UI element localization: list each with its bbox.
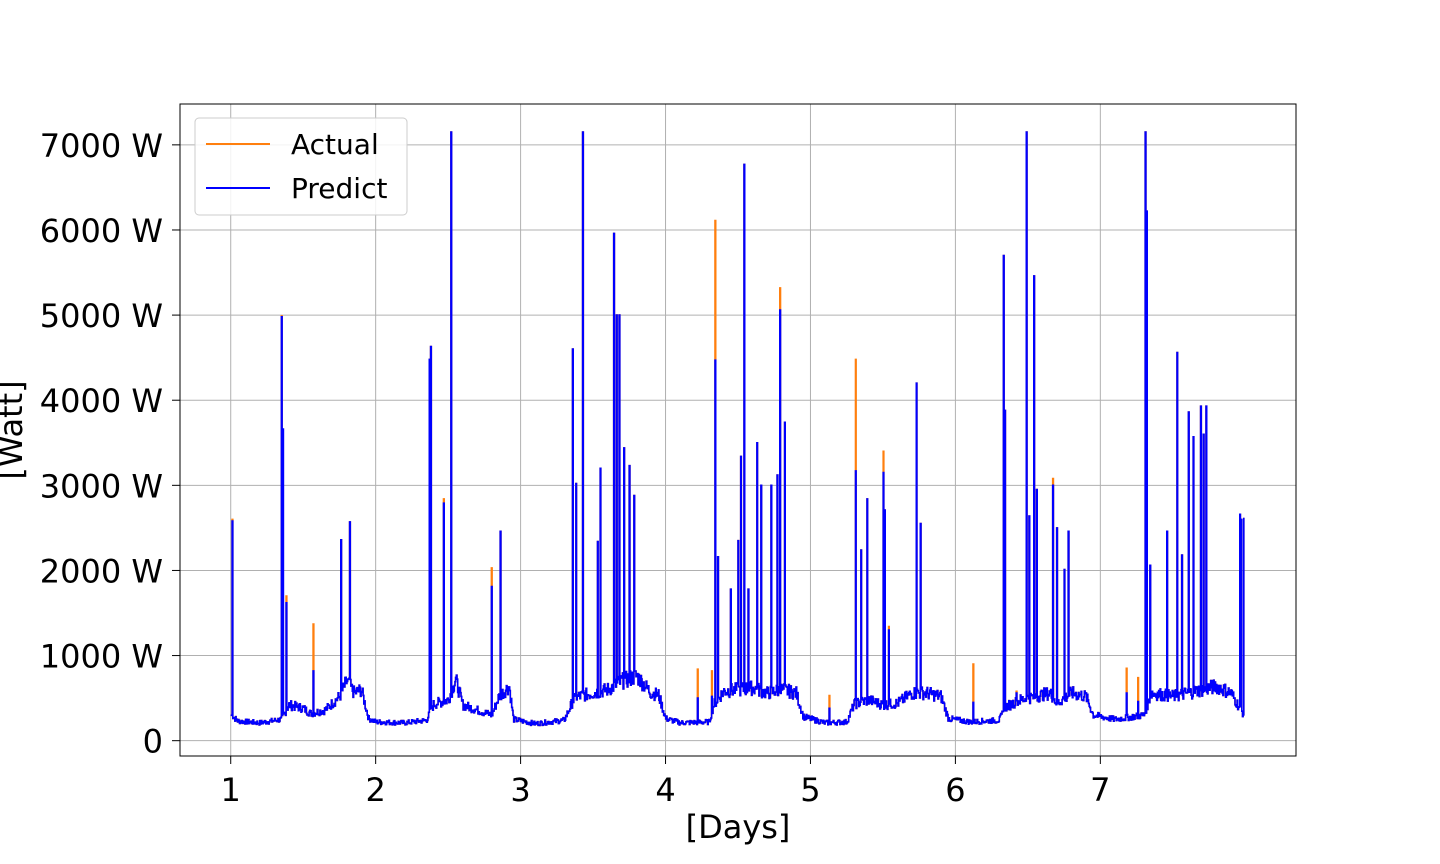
x-tick-label: 5 bbox=[800, 771, 820, 809]
x-tick-label: 2 bbox=[365, 771, 385, 809]
x-tick-label: 4 bbox=[655, 771, 675, 809]
grid bbox=[180, 104, 1296, 756]
x-tick-label: 1 bbox=[221, 771, 241, 809]
legend-label-actual: Actual bbox=[291, 128, 379, 161]
legend: Actual Predict bbox=[194, 117, 408, 216]
x-tick-label: 6 bbox=[945, 771, 965, 809]
y-axis-label: [Watt] bbox=[0, 380, 30, 479]
series-line-predict bbox=[230, 131, 1245, 727]
y-tick-label: 7000 W bbox=[40, 127, 163, 165]
axis-ticks: 1 2 3 4 5 6 7 0 1000 W 2000 W 3000 W 4000 W 5000 W 60… bbox=[40, 127, 1111, 809]
x-tick-label: 3 bbox=[510, 771, 530, 809]
y-tick-label: 2000 W bbox=[40, 552, 163, 590]
y-tick-label: 0 bbox=[143, 723, 163, 761]
legend-box bbox=[194, 117, 408, 216]
y-tick-label: 5000 W bbox=[40, 297, 163, 335]
y-tick-label: 1000 W bbox=[40, 638, 163, 676]
x-axis-label: [Days] bbox=[686, 808, 791, 846]
legend-label-predict: Predict bbox=[291, 172, 387, 205]
plot-series bbox=[230, 131, 1245, 727]
y-tick-label: 4000 W bbox=[40, 382, 163, 420]
y-tick-label: 3000 W bbox=[40, 467, 163, 505]
y-tick-label: 6000 W bbox=[40, 212, 163, 250]
x-tick-label: 7 bbox=[1090, 771, 1110, 809]
plot-frame bbox=[179, 103, 1297, 757]
